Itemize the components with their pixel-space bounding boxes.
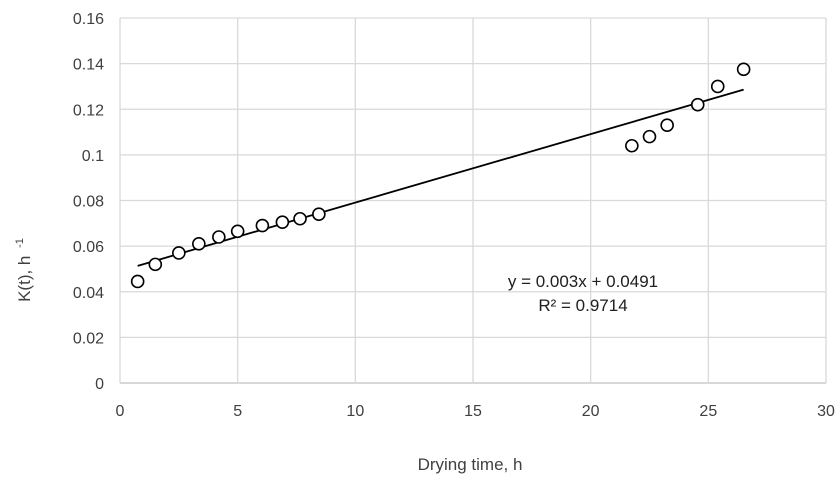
data-point: [275, 215, 290, 229]
data-point: [230, 224, 245, 239]
y-axis-title-superscript: -1: [14, 238, 26, 248]
y-axis-title: K(t), h -1: [14, 238, 34, 302]
data-point: [736, 62, 751, 77]
y-tick-label: 0.14: [73, 57, 104, 74]
y-tick-label: 0.12: [73, 102, 104, 119]
x-axis-title: Drying time, h: [418, 455, 523, 474]
y-tick-label: 0.06: [73, 239, 104, 256]
y-tick-label: 0.02: [73, 330, 104, 347]
y-tick-label: 0: [95, 376, 104, 393]
x-tick-label: 5: [233, 403, 242, 420]
data-point: [192, 237, 206, 251]
x-tick-label: 15: [464, 403, 482, 420]
r-squared-label: R² = 0.9714: [538, 296, 627, 315]
data-point: [130, 274, 145, 289]
x-axis-ticks: 0 5 10 15 20 25 30: [116, 403, 835, 420]
data-point: [660, 118, 674, 133]
y-tick-label: 0.08: [73, 194, 104, 211]
data-point: [690, 97, 705, 112]
data-point: [710, 79, 725, 94]
trendline: [137, 88, 744, 267]
x-tick-label: 30: [817, 403, 835, 420]
data-points: [130, 62, 751, 289]
data-point: [625, 138, 639, 153]
gridlines: [119, 17, 827, 384]
y-tick-label: 0.1: [82, 148, 104, 165]
y-tick-label: 0.04: [73, 285, 104, 302]
data-point: [172, 246, 186, 260]
trendline-equation: y = 0.003x + 0.0491: [508, 272, 658, 291]
data-point: [212, 230, 226, 244]
data-point: [255, 218, 270, 233]
data-point: [148, 257, 163, 272]
data-point: [642, 129, 657, 144]
y-tick-label: 0.16: [73, 11, 104, 28]
y-axis-ticks: 0 0.02 0.04 0.06 0.08 0.1 0.12 0.14 0.16: [73, 11, 104, 393]
data-point: [312, 207, 326, 221]
x-tick-label: 10: [346, 403, 364, 420]
x-tick-label: 20: [582, 403, 600, 420]
x-tick-label: 0: [116, 403, 125, 420]
data-point: [293, 211, 307, 226]
x-tick-label: 25: [699, 403, 717, 420]
y-axis-title-main: K(t), h: [15, 256, 34, 302]
